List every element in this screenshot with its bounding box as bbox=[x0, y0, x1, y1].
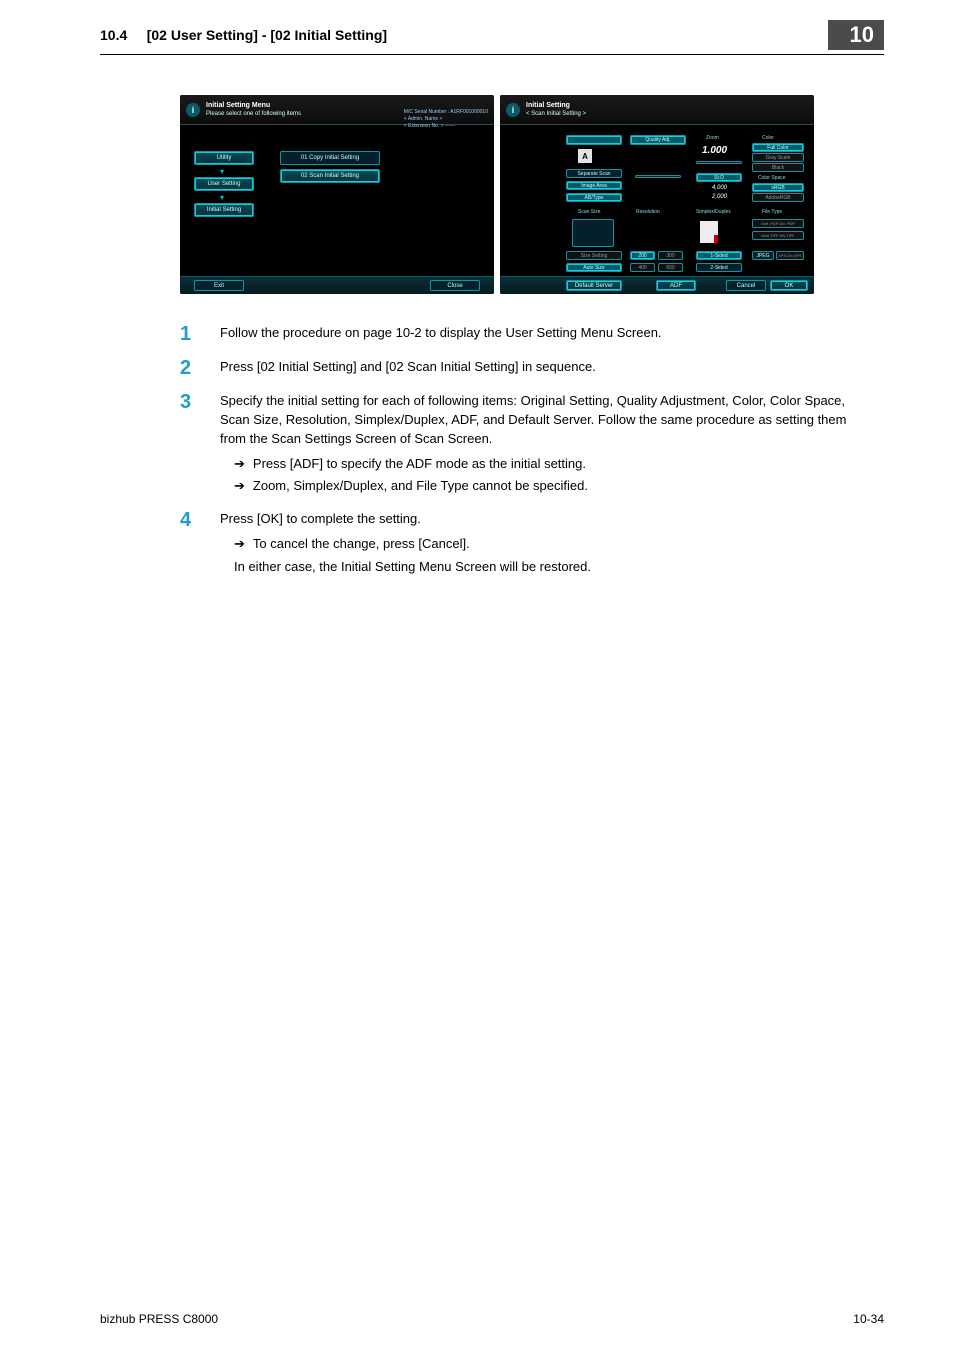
step-list: 1 Follow the procedure on page 10-2 to d… bbox=[180, 324, 854, 577]
1-sided-button[interactable]: 1-Sided bbox=[696, 251, 742, 260]
default-server-button[interactable]: Default Server bbox=[566, 280, 622, 291]
info-icon: i bbox=[186, 103, 200, 117]
section-number: 10.4 bbox=[100, 27, 127, 43]
red-mark-icon bbox=[714, 235, 718, 243]
machine-meta: M/C Serial Number : A1RF001000010 < Admi… bbox=[404, 109, 488, 130]
step-text: Press [OK] to complete the setting. bbox=[220, 510, 854, 529]
step-3: 3 Specify the initial setting for each o… bbox=[180, 392, 854, 496]
pdf-button[interactable]: Self. PDF Div. PDF bbox=[752, 219, 804, 228]
scan-size-preview bbox=[572, 219, 614, 247]
info-icon: i bbox=[506, 103, 520, 117]
screen-title: Initial Setting Menu bbox=[206, 101, 301, 110]
chevron-down-icon: ▾ bbox=[220, 167, 224, 176]
xps-button[interactable]: XPS Div.XPS bbox=[776, 251, 804, 260]
step-sub-b: ➔Zoom, Simplex/Duplex, and File Type can… bbox=[220, 477, 854, 496]
chapter-badge: 10 bbox=[828, 20, 884, 50]
step-number: 4 bbox=[180, 510, 198, 577]
separate-scan-button[interactable]: Separate Scan bbox=[566, 169, 622, 178]
gray-scale-button[interactable]: Gray Scale bbox=[752, 153, 804, 162]
scan-size-label: Scan Size bbox=[578, 209, 601, 215]
image-area-button[interactable]: Image Area bbox=[566, 181, 622, 190]
step-text: Specify the initial setting for each of … bbox=[220, 392, 854, 449]
step-4: 4 Press [OK] to complete the setting. ➔T… bbox=[180, 510, 854, 577]
size-setting-button[interactable]: Size Setting bbox=[566, 251, 622, 260]
file-type-label: File Type bbox=[762, 209, 782, 215]
yvalue: 2,000 bbox=[712, 194, 727, 200]
step-1: 1 Follow the procedure on page 10-2 to d… bbox=[180, 324, 854, 344]
black-button[interactable]: Black bbox=[752, 163, 804, 172]
nav-utility-button[interactable]: Utility bbox=[194, 151, 254, 165]
copy-initial-setting-button[interactable]: 01 Copy Initial Setting bbox=[280, 151, 380, 165]
original-setting-button[interactable] bbox=[566, 135, 622, 145]
step-text: Press [02 Initial Setting] and [02 Scan … bbox=[220, 358, 854, 378]
chevron-down-icon: ▾ bbox=[220, 193, 224, 202]
footer-page: 10-34 bbox=[853, 1312, 884, 1326]
step-text: Follow the procedure on page 10-2 to dis… bbox=[220, 324, 854, 344]
ab-type-button[interactable]: AB/Type bbox=[566, 193, 622, 202]
cancel-button[interactable]: Cancel bbox=[726, 280, 766, 291]
exit-button[interactable]: Exit bbox=[194, 280, 244, 291]
xvalue: 4,000 bbox=[712, 185, 727, 191]
resolution-label: Resolution bbox=[636, 209, 660, 215]
jpeg-button[interactable]: JPEG bbox=[752, 251, 774, 260]
step-number: 3 bbox=[180, 392, 198, 496]
original-type-icon: A bbox=[578, 149, 592, 163]
close-button[interactable]: Close bbox=[430, 280, 480, 291]
step-sub-a: ➔Press [ADF] to specify the ADF mode as … bbox=[220, 455, 854, 474]
res-400-button[interactable]: 400 bbox=[630, 263, 655, 272]
step-2: 2 Press [02 Initial Setting] and [02 Sca… bbox=[180, 358, 854, 378]
quality-adj-button[interactable]: Quality Adj. bbox=[630, 135, 686, 145]
step-sub-a: ➔To cancel the change, press [Cancel]. bbox=[220, 535, 854, 554]
ok-button[interactable]: OK bbox=[770, 280, 808, 291]
std-button[interactable]: St.D bbox=[696, 173, 742, 182]
nav-initial-setting-button[interactable]: Initial Setting bbox=[194, 203, 254, 217]
arrow-icon: ➔ bbox=[234, 535, 245, 553]
color-space-label: Color Space bbox=[758, 175, 786, 181]
adf-button[interactable]: ADF bbox=[656, 280, 696, 291]
arrow-icon: ➔ bbox=[234, 455, 245, 473]
arrow-icon: ➔ bbox=[234, 477, 245, 495]
step-sub-b: In either case, the Initial Setting Menu… bbox=[220, 558, 854, 577]
adobergb-button[interactable]: AdobeRGB bbox=[752, 193, 804, 202]
nav-user-setting-button[interactable]: User Setting bbox=[194, 177, 254, 191]
step-number: 2 bbox=[180, 358, 198, 378]
simplex-duplex-label: Simplex/Duplex bbox=[696, 209, 731, 215]
2-sided-button[interactable]: 2-Sided bbox=[696, 263, 742, 272]
screen-subtitle: < Scan Initial Setting > bbox=[526, 110, 586, 118]
res-200-button[interactable]: 200 bbox=[630, 251, 655, 260]
section-title: [02 User Setting] - [02 Initial Setting] bbox=[147, 27, 387, 43]
step-number: 1 bbox=[180, 324, 198, 344]
srgb-button[interactable]: sRGB bbox=[752, 183, 804, 192]
scan-initial-setting-button[interactable]: 02 Scan Initial Setting bbox=[280, 169, 380, 183]
screen-title: Initial Setting bbox=[526, 101, 586, 110]
screenshots: UTILITY 2010/04/04 14:03 i Initial Setti… bbox=[180, 95, 884, 294]
screenshot-right: UTILITY 2010/04/04 14:03 i Initial Setti… bbox=[500, 95, 814, 294]
footer-product: bizhub PRESS C8000 bbox=[100, 1312, 218, 1326]
color-label: Color bbox=[762, 135, 774, 141]
zoom-value: 1.000 bbox=[702, 145, 727, 156]
screen-subtitle: Please select one of following items bbox=[206, 110, 301, 118]
auto-size-button[interactable]: Auto Size bbox=[566, 263, 622, 272]
tiff-button[interactable]: Mult.TIFF Div.TIFF bbox=[752, 231, 804, 240]
page-footer: bizhub PRESS C8000 10-34 bbox=[100, 1312, 884, 1326]
full-color-button[interactable]: Full Color bbox=[752, 143, 804, 152]
res-300-button[interactable]: 300 bbox=[658, 251, 683, 260]
screenshot-left: UTILITY 2010/04/04 14:03 i Initial Setti… bbox=[180, 95, 494, 294]
res-600-button[interactable]: 600 bbox=[658, 263, 683, 272]
page-header: 10.4 [02 User Setting] - [02 Initial Set… bbox=[100, 0, 884, 55]
zoom-label: Zoom bbox=[706, 135, 719, 141]
